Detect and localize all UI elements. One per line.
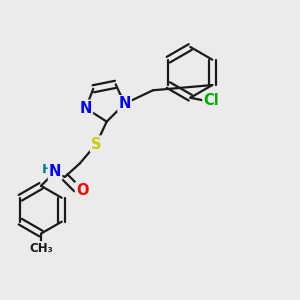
Text: N: N	[80, 101, 92, 116]
Text: CH₃: CH₃	[29, 242, 53, 255]
Text: S: S	[91, 136, 101, 152]
Text: O: O	[76, 183, 88, 198]
Text: H: H	[41, 163, 52, 176]
Text: N: N	[49, 164, 61, 179]
Text: Cl: Cl	[203, 93, 219, 108]
Text: N: N	[118, 96, 131, 111]
